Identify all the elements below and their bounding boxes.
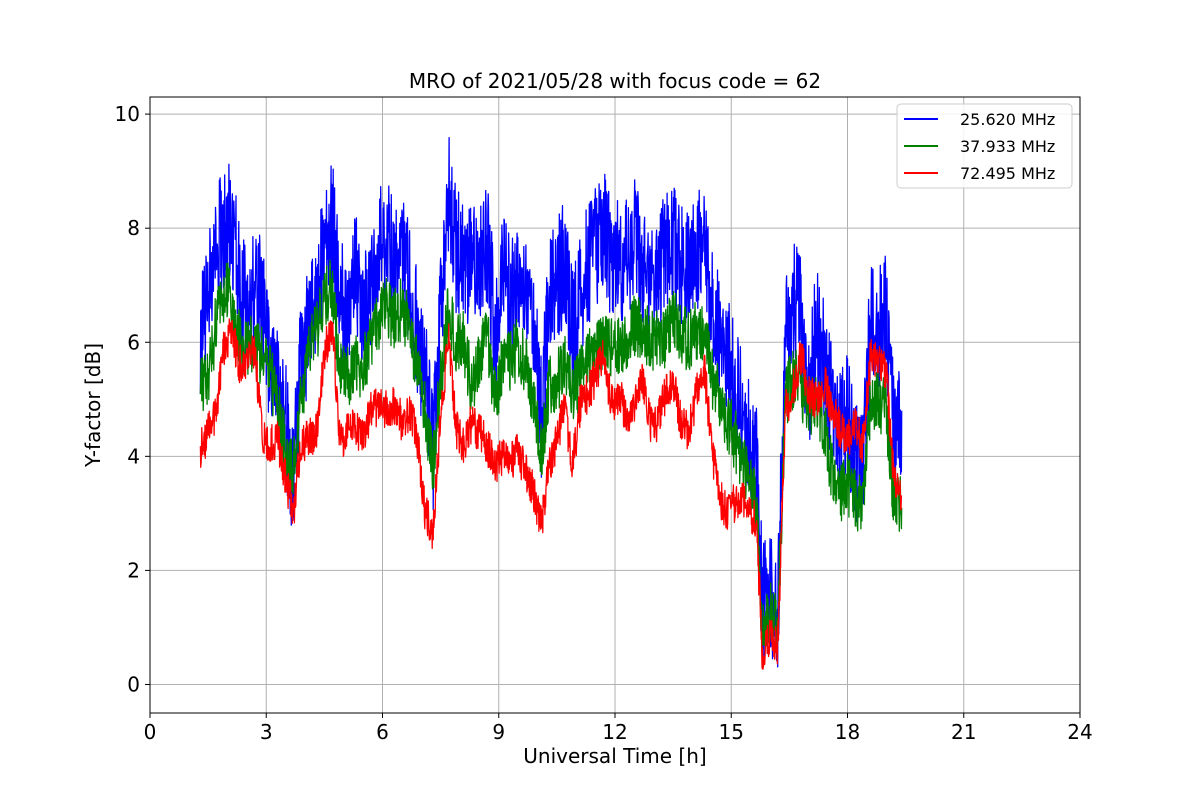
legend: 25.620 MHz 37.933 MHz 72.495 MHz [896,103,1073,189]
y-tick-label: 0 [127,672,140,696]
y-tick-label: 2 [127,558,140,582]
x-tick-label: 21 [951,720,976,744]
legend-label: 37.933 MHz [960,137,1055,156]
chart-title: MRO of 2021/05/28 with focus code = 62 [409,69,821,93]
y-axis-label: Y-factor [dB] [81,343,105,468]
x-tick-label: 0 [144,720,157,744]
legend-label: 72.495 MHz [960,164,1055,183]
y-tick-label: 4 [127,444,140,468]
legend-label: 25.620 MHz [960,110,1055,129]
x-tick-label: 24 [1067,720,1092,744]
series-group [199,136,903,670]
y-tick-label: 10 [115,102,140,126]
x-axis-label: Universal Time [h] [523,744,706,768]
y-tick-label: 8 [127,216,140,240]
legend-box [896,103,1073,189]
x-tick-label: 18 [835,720,860,744]
y-tick-label: 6 [127,330,140,354]
series-line-2 [199,318,903,670]
x-tick-label: 15 [719,720,744,744]
x-tick-label: 3 [260,720,273,744]
x-tick-label: 12 [602,720,627,744]
x-tick-label: 6 [376,720,389,744]
x-tick-label: 9 [492,720,505,744]
